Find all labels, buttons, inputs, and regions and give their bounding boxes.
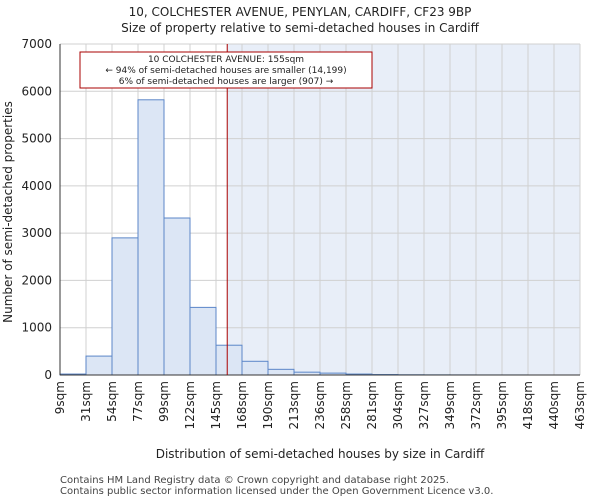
x-tick-label: 31sqm (79, 381, 93, 422)
bar-77sqm (137, 99, 165, 376)
x-tick-label: 327sqm (417, 381, 431, 429)
bar-145sqm (215, 344, 243, 376)
y-tick-label: 1000 (21, 321, 52, 335)
x-tick-label: 281sqm (365, 381, 379, 429)
chart-subtitle: Size of property relative to semi-detach… (121, 21, 479, 35)
x-tick-label: 463sqm (573, 381, 587, 429)
x-tick-label: 304sqm (391, 381, 405, 429)
x-tick-label: 168sqm (235, 381, 249, 429)
x-tick-label: 145sqm (209, 381, 223, 429)
y-tick-label: 6000 (21, 84, 52, 98)
plot-area: 0 1000 2000 3000 4000 5000 6000 7000 9sqm 31sqm 54… (21, 37, 587, 429)
footer-line-1: Contains HM Land Registry data © Crown c… (60, 475, 449, 486)
x-tick-label: 395sqm (495, 381, 509, 429)
annotation-line3: 6% of semi-detached houses are larger (9… (119, 77, 334, 87)
x-axis-label: Distribution of semi-detached houses by … (156, 447, 485, 461)
x-tick-label: 236sqm (313, 381, 327, 429)
x-tick-label: 77sqm (131, 381, 145, 422)
x-tick-label: 99sqm (157, 381, 171, 422)
bar-54sqm (111, 237, 139, 376)
annotation-line2: ← 94% of semi-detached houses are smalle… (105, 66, 346, 76)
annotation-box (79, 51, 373, 89)
larger-region-shade (227, 44, 580, 375)
x-tick-label: 190sqm (261, 381, 275, 429)
x-tick-label: 372sqm (469, 381, 483, 429)
x-tick-label: 258sqm (339, 381, 353, 429)
x-tick-label: 122sqm (183, 381, 197, 429)
bar-168sqm (241, 360, 269, 376)
y-tick-label: 0 (44, 368, 52, 382)
bar-99sqm (163, 217, 191, 376)
footer-line-2: Contains public sector information licen… (60, 486, 493, 497)
chart-title: 10, COLCHESTER AVENUE, PENYLAN, CARDIFF,… (129, 5, 472, 19)
bar-122sqm (189, 306, 217, 376)
y-tick-label: 5000 (21, 132, 52, 146)
x-tick-label: 54sqm (105, 381, 119, 422)
y-tick-label: 4000 (21, 179, 52, 193)
annotation-line1: 10 COLCHESTER AVENUE: 155sqm (148, 55, 304, 65)
y-tick-label: 7000 (21, 37, 52, 51)
x-tick-label: 349sqm (443, 381, 457, 429)
y-tick-label: 3000 (21, 226, 52, 240)
x-tick-label: 418sqm (521, 381, 535, 429)
y-tick-label: 2000 (21, 273, 52, 287)
bar-190sqm (267, 368, 295, 376)
x-tick-label: 213sqm (287, 381, 301, 429)
bar-31sqm (85, 355, 113, 376)
x-tick-label: 9sqm (53, 381, 67, 414)
y-axis-label: Number of semi-detached properties (1, 101, 15, 323)
x-tick-label: 440sqm (547, 381, 561, 429)
